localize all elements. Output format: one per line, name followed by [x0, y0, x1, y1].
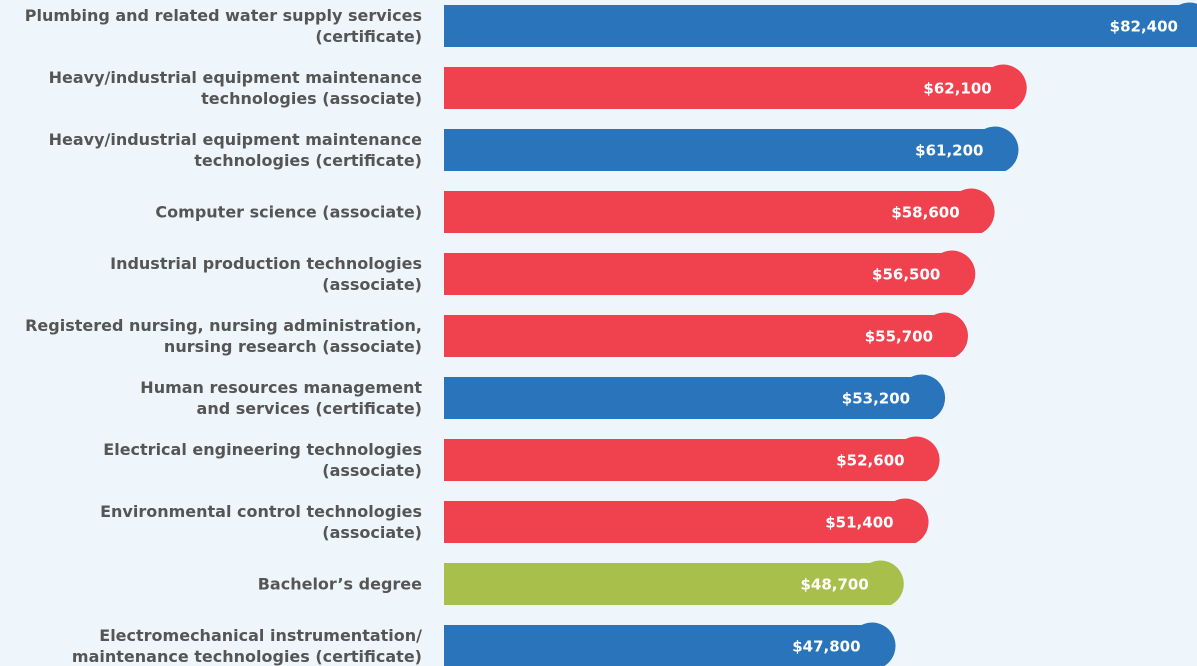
category-label: Industrial production technologies (asso…: [110, 254, 422, 294]
category-label: Electrical engineering technologies (ass…: [103, 440, 422, 480]
bar: [444, 374, 946, 419]
bar: [444, 2, 1197, 47]
bar: [444, 64, 1027, 109]
bar: [444, 560, 904, 605]
value-label: $48,700: [800, 576, 868, 594]
value-label: $58,600: [891, 204, 959, 222]
value-label: $82,400: [1110, 18, 1178, 36]
category-label: Electromechanical instrumentation/ maint…: [71, 626, 422, 666]
bar: [444, 312, 968, 357]
value-label: $56,500: [872, 266, 940, 284]
value-label: $53,200: [842, 390, 910, 408]
category-label: Heavy/industrial equipment maintenance t…: [48, 68, 422, 108]
bar: [444, 498, 929, 543]
category-label: Bachelor’s degree: [257, 574, 422, 594]
bar: [444, 250, 976, 295]
value-label: $47,800: [792, 638, 860, 656]
category-label: Human resources management and services …: [140, 378, 422, 418]
value-label: $55,700: [865, 328, 933, 346]
bar: [444, 622, 896, 666]
value-label: $52,600: [836, 452, 904, 470]
category-label: Heavy/industrial equipment maintenance t…: [48, 130, 422, 170]
category-label: Environmental control technologies (asso…: [100, 502, 422, 542]
bar: [444, 126, 1019, 171]
value-label: $61,200: [915, 142, 983, 160]
bar: [444, 436, 940, 481]
category-label: Computer science (associate): [155, 202, 422, 222]
category-label: Plumbing and related water supply servic…: [24, 6, 422, 46]
category-label: Registered nursing, nursing administrati…: [25, 316, 422, 356]
bar: [444, 188, 995, 233]
value-label: $51,400: [825, 514, 893, 532]
value-label: $62,100: [923, 80, 991, 98]
